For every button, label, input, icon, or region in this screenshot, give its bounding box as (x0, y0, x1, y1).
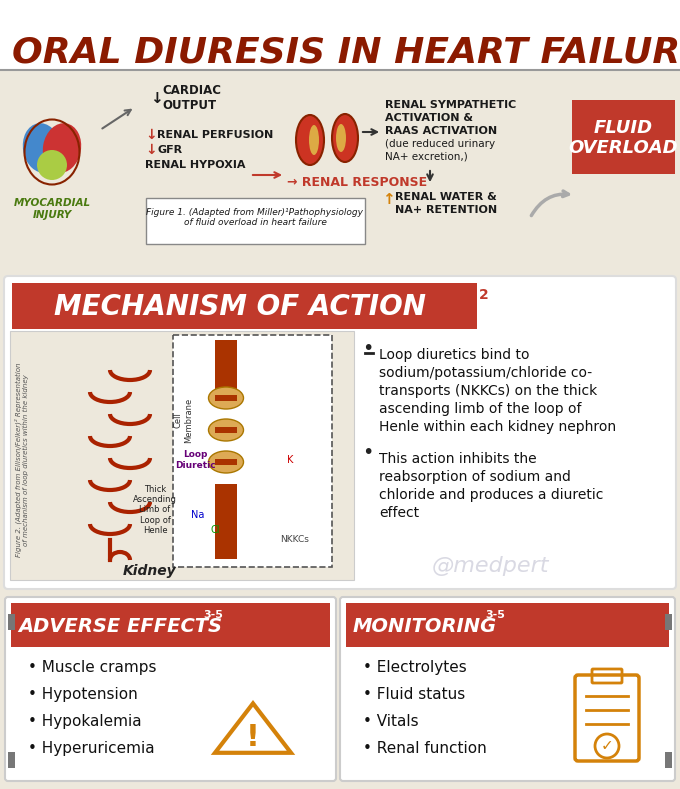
FancyBboxPatch shape (215, 459, 237, 465)
Text: • Hypokalemia: • Hypokalemia (28, 714, 141, 729)
FancyBboxPatch shape (572, 100, 675, 174)
Text: Figure 2. (Adapted from Ellison/Felker)² Representation
of mechanism of loop diu: Figure 2. (Adapted from Ellison/Felker)²… (15, 363, 29, 557)
Text: K: K (287, 455, 293, 465)
Text: • Fluid status: • Fluid status (363, 687, 465, 702)
FancyBboxPatch shape (0, 70, 680, 280)
Text: Cl: Cl (210, 525, 220, 535)
Text: @medpert: @medpert (431, 556, 549, 576)
Ellipse shape (23, 123, 61, 173)
Text: 3-5: 3-5 (203, 610, 223, 620)
Text: FLUID
OVERLOAD: FLUID OVERLOAD (568, 118, 678, 157)
Text: 2: 2 (479, 288, 489, 302)
Ellipse shape (209, 419, 243, 441)
Ellipse shape (37, 150, 67, 180)
FancyBboxPatch shape (340, 597, 675, 781)
Text: RENAL SYMPATHETIC: RENAL SYMPATHETIC (385, 100, 516, 110)
FancyBboxPatch shape (11, 603, 330, 647)
Text: ✓: ✓ (600, 739, 613, 753)
Text: ↑: ↑ (382, 192, 395, 207)
FancyBboxPatch shape (12, 283, 477, 329)
Text: (due reduced urinary: (due reduced urinary (385, 139, 495, 149)
Ellipse shape (209, 451, 243, 473)
Text: NA+ excretion,): NA+ excretion,) (385, 151, 468, 161)
Text: ↓: ↓ (150, 91, 163, 106)
Text: GFR: GFR (157, 145, 182, 155)
FancyBboxPatch shape (8, 614, 15, 630)
Ellipse shape (336, 124, 346, 152)
Text: sodium/potassium/chloride co-: sodium/potassium/chloride co- (379, 366, 592, 380)
Text: • Muscle cramps: • Muscle cramps (28, 660, 156, 675)
Text: MECHANISM OF ACTION: MECHANISM OF ACTION (54, 293, 426, 321)
Text: RENAL PERFUSION: RENAL PERFUSION (157, 130, 273, 140)
Text: transports (NKKCs) on the thick: transports (NKKCs) on the thick (379, 384, 597, 398)
FancyBboxPatch shape (8, 752, 15, 768)
Text: ACTIVATION &: ACTIVATION & (385, 113, 473, 123)
FancyBboxPatch shape (0, 0, 680, 70)
Text: RAAS ACTIVATION: RAAS ACTIVATION (385, 126, 497, 136)
Text: 3-5: 3-5 (485, 610, 505, 620)
Text: ADVERSE EFFECTS: ADVERSE EFFECTS (18, 616, 222, 635)
FancyBboxPatch shape (5, 597, 336, 781)
FancyBboxPatch shape (665, 752, 672, 768)
Text: Cell
Membrane: Cell Membrane (173, 398, 192, 443)
Text: ↓: ↓ (145, 143, 156, 157)
Text: Loop diuretics bind to: Loop diuretics bind to (379, 348, 530, 362)
FancyBboxPatch shape (146, 198, 365, 244)
Text: MONITORING: MONITORING (353, 616, 497, 635)
Text: Loop
Diuretic: Loop Diuretic (175, 451, 216, 469)
Text: • Electrolytes: • Electrolytes (363, 660, 466, 675)
Text: reabsorption of sodium and: reabsorption of sodium and (379, 470, 571, 484)
Text: chloride and produces a diuretic: chloride and produces a diuretic (379, 488, 603, 502)
Text: Thick
Ascending
Limb of
Loop of
Henle: Thick Ascending Limb of Loop of Henle (133, 484, 177, 535)
FancyBboxPatch shape (215, 484, 237, 559)
Text: NKKCs: NKKCs (281, 536, 309, 544)
Text: RENAL HYPOXIA: RENAL HYPOXIA (145, 160, 245, 170)
Text: MYOCARDIAL
INJURY: MYOCARDIAL INJURY (14, 198, 90, 219)
FancyBboxPatch shape (215, 395, 237, 401)
FancyBboxPatch shape (215, 427, 237, 433)
Text: !: ! (246, 724, 260, 753)
Text: • Vitals: • Vitals (363, 714, 419, 729)
Text: Kidney: Kidney (123, 564, 177, 578)
Text: ↓: ↓ (145, 128, 156, 142)
Text: NA+ RETENTION: NA+ RETENTION (395, 205, 497, 215)
Text: • Hypotension: • Hypotension (28, 687, 138, 702)
FancyBboxPatch shape (665, 614, 672, 630)
Text: ORAL DIURESIS IN HEART FAILURE: ORAL DIURESIS IN HEART FAILURE (12, 35, 680, 69)
Ellipse shape (332, 114, 358, 162)
Text: effect: effect (379, 506, 419, 520)
Text: • Renal function: • Renal function (363, 741, 487, 756)
FancyBboxPatch shape (10, 331, 354, 580)
Text: Na: Na (191, 510, 205, 520)
Text: •: • (362, 443, 374, 462)
Ellipse shape (296, 115, 324, 165)
Text: RENAL WATER &: RENAL WATER & (395, 192, 497, 202)
Text: •: • (362, 338, 374, 357)
FancyBboxPatch shape (173, 335, 332, 567)
Ellipse shape (209, 387, 243, 409)
Text: → RENAL RESPONSE: → RENAL RESPONSE (287, 175, 427, 189)
Text: CARDIAC
OUTPUT: CARDIAC OUTPUT (162, 84, 221, 112)
Ellipse shape (309, 125, 319, 155)
Text: This action inhibits the: This action inhibits the (379, 452, 537, 466)
FancyBboxPatch shape (215, 340, 237, 395)
Text: Henle within each kidney nephron: Henle within each kidney nephron (379, 420, 616, 434)
Text: • Hyperuricemia: • Hyperuricemia (28, 741, 154, 756)
FancyBboxPatch shape (346, 603, 669, 647)
Text: Figure 1. (Adapted from Miller)¹Pathophysiology
of fluid overload in heart failu: Figure 1. (Adapted from Miller)¹Pathophy… (146, 208, 364, 227)
Text: ascending limb of the loop of: ascending limb of the loop of (379, 402, 581, 416)
FancyBboxPatch shape (4, 276, 676, 589)
Ellipse shape (43, 123, 81, 173)
